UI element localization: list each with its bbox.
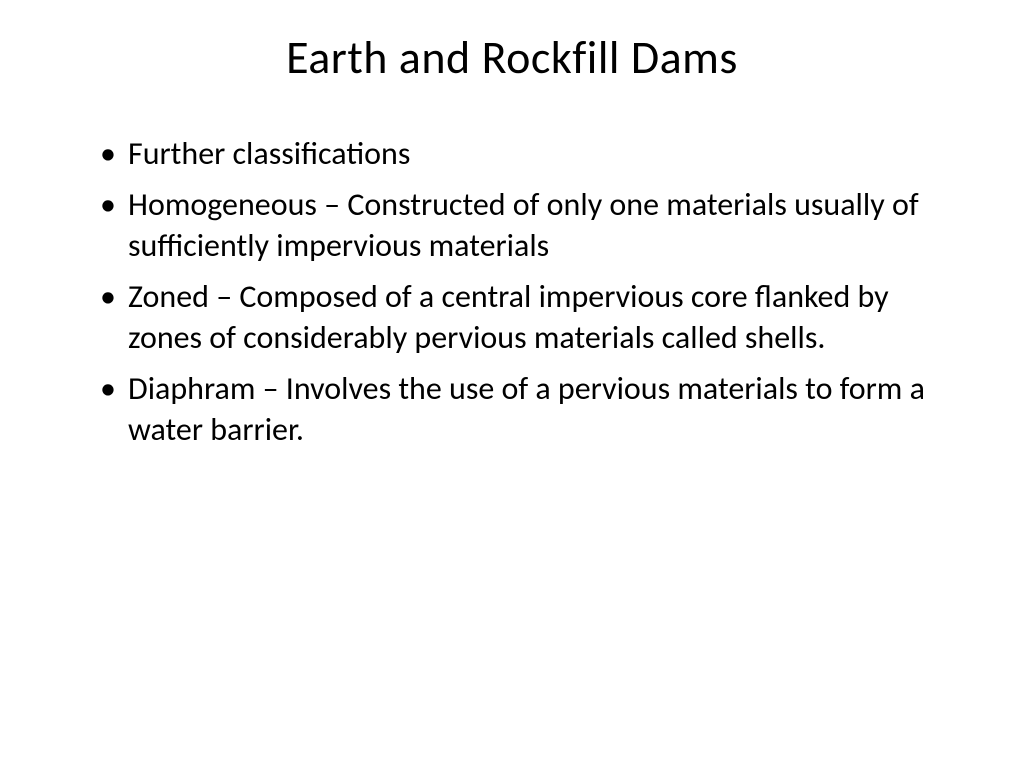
slide-title: Earth and Rockfill Dams [70, 30, 954, 86]
list-item: Further classifications [100, 134, 954, 175]
list-item: Homogeneous – Constructed of only one ma… [100, 185, 954, 267]
list-item: Diaphram – Involves the use of a perviou… [100, 369, 954, 451]
bullet-list: Further classifications Homogeneous – Co… [70, 134, 954, 451]
list-item: Zoned – Composed of a central impervious… [100, 277, 954, 359]
